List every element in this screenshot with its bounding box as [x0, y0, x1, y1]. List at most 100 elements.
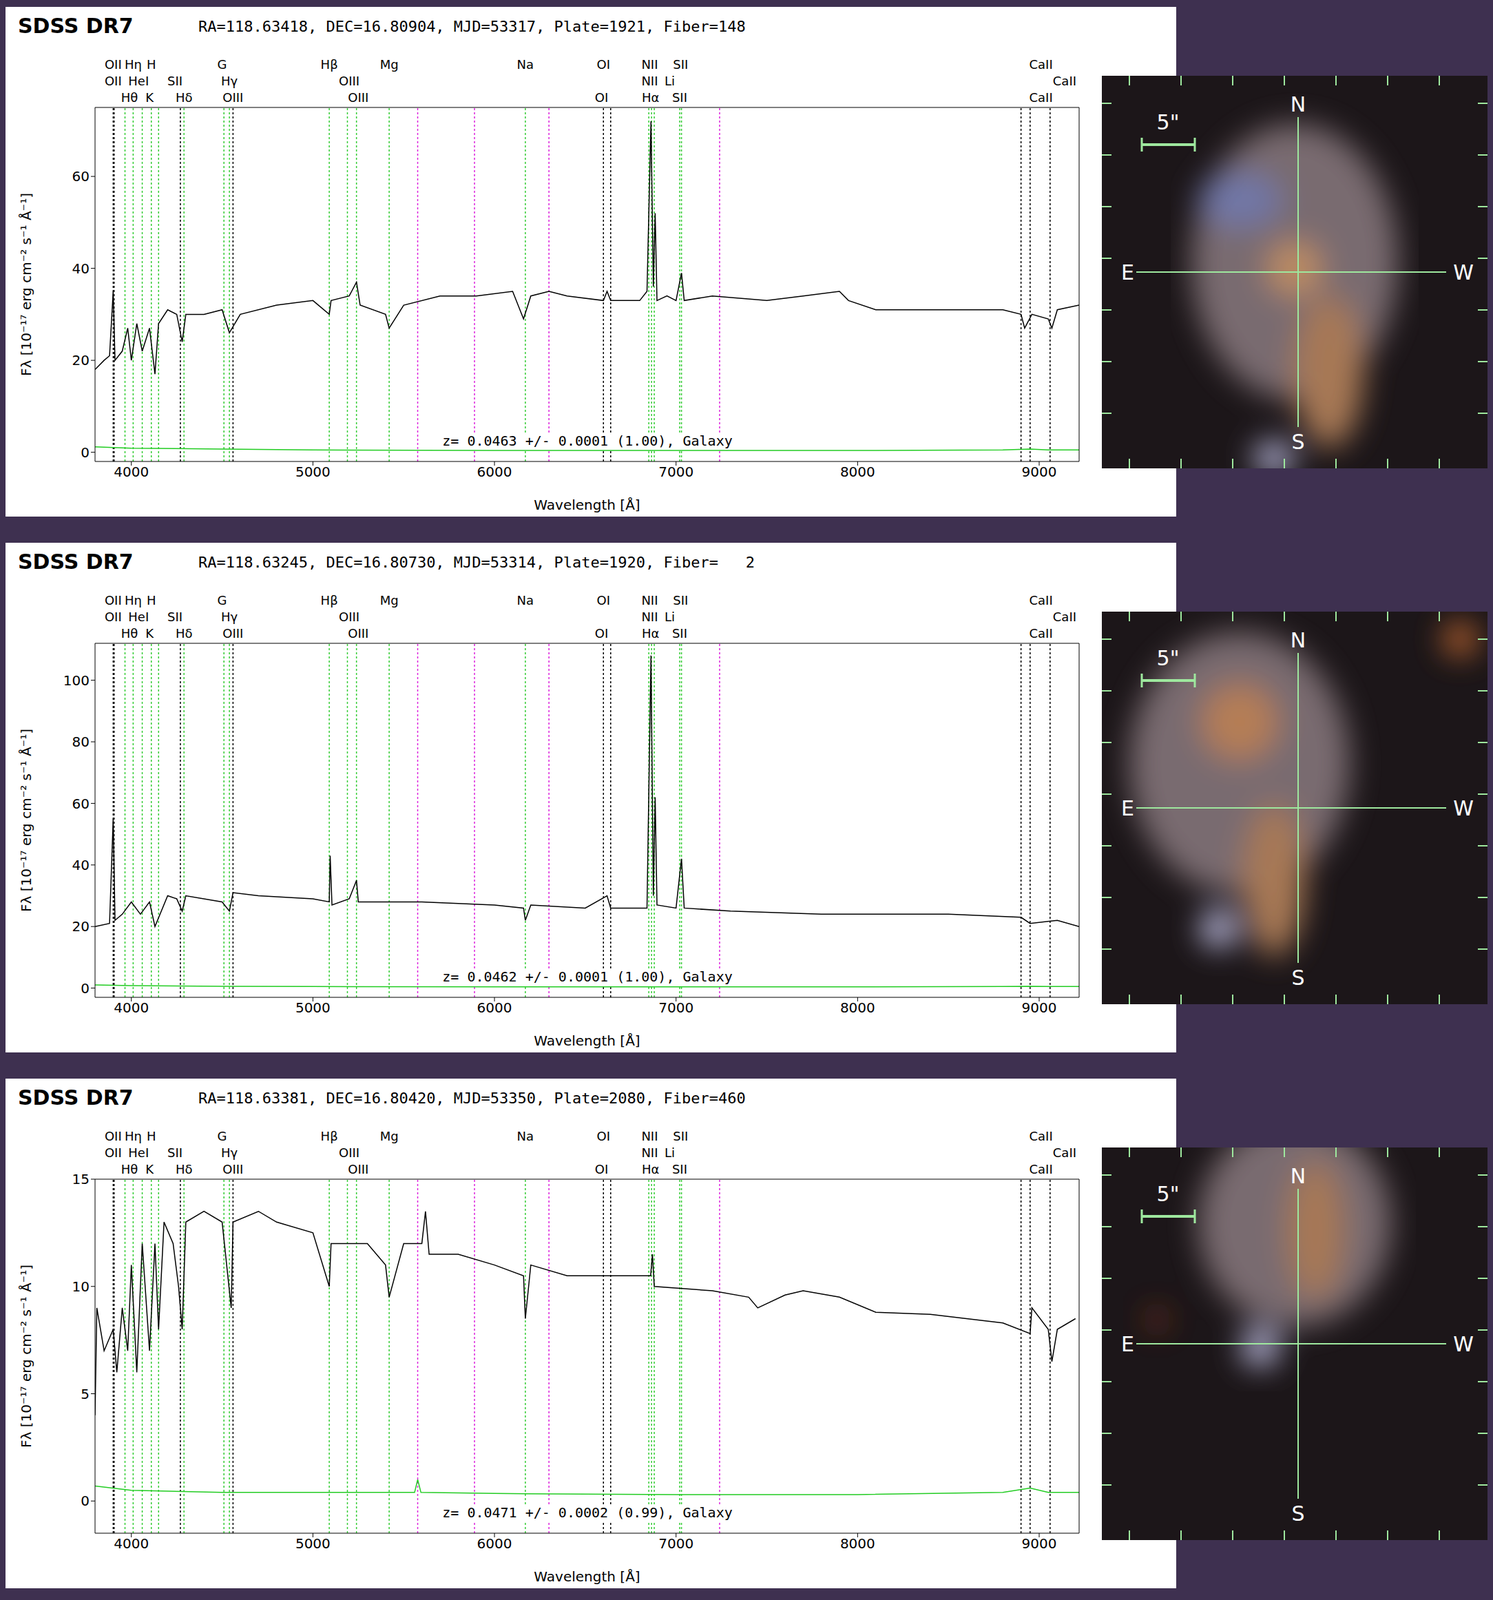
svg-text:Li: Li	[664, 73, 675, 89]
svg-text:OI: OI	[594, 625, 609, 641]
svg-text:5000: 5000	[295, 463, 331, 480]
svg-text:Hδ: Hδ	[175, 625, 193, 641]
svg-text:OII: OII	[104, 1145, 122, 1160]
svg-text:Hγ: Hγ	[221, 609, 239, 624]
svg-text:OIII: OIII	[338, 1145, 360, 1160]
svg-text:SII: SII	[167, 73, 183, 89]
svg-text:CaII: CaII	[1029, 1128, 1053, 1144]
svg-text:Hθ: Hθ	[121, 1161, 139, 1177]
svg-text:CaII: CaII	[1029, 592, 1053, 608]
svg-text:E: E	[1121, 260, 1135, 285]
svg-text:40: 40	[72, 856, 90, 874]
svg-text:S: S	[1291, 965, 1305, 990]
svg-text:H: H	[146, 592, 157, 608]
svg-text:SII: SII	[672, 57, 688, 72]
svg-text:Na: Na	[517, 592, 535, 608]
svg-text:0: 0	[80, 1492, 90, 1509]
svg-text:H: H	[146, 1128, 157, 1144]
svg-text:6000: 6000	[477, 1535, 513, 1552]
svg-text:40: 40	[72, 260, 90, 277]
svg-text:E: E	[1121, 1331, 1135, 1356]
svg-text:Wavelength [Å]: Wavelength [Å]	[533, 1032, 640, 1049]
svg-text:20: 20	[72, 917, 90, 935]
svg-text:Hδ: Hδ	[175, 1161, 193, 1177]
svg-text:SII: SII	[672, 90, 688, 105]
svg-text:N: N	[1290, 1163, 1306, 1188]
svg-text:8000: 8000	[840, 463, 876, 480]
svg-text:W: W	[1453, 796, 1474, 821]
svg-text:Mg: Mg	[380, 57, 399, 72]
svg-text:10: 10	[72, 1278, 90, 1295]
svg-text:Hα: Hα	[641, 90, 660, 105]
svg-text:NII: NII	[641, 609, 658, 624]
svg-text:OI: OI	[596, 1128, 610, 1144]
svg-text:OIII: OIII	[222, 625, 244, 641]
svg-text:OIII: OIII	[347, 1161, 369, 1177]
svg-text:20: 20	[72, 351, 90, 369]
svg-text:5000: 5000	[295, 1535, 331, 1552]
svg-text:Hδ: Hδ	[175, 90, 193, 105]
svg-text:OIII: OIII	[222, 90, 244, 105]
svg-text:K: K	[145, 1161, 155, 1177]
svg-text:Wavelength [Å]: Wavelength [Å]	[533, 496, 640, 514]
svg-text:Hγ: Hγ	[221, 73, 239, 89]
svg-text:OIII: OIII	[347, 625, 369, 641]
svg-text:60: 60	[72, 168, 90, 185]
svg-text:SII: SII	[167, 1145, 183, 1160]
svg-text:Hβ: Hβ	[320, 57, 339, 72]
svg-text:OII: OII	[104, 73, 122, 89]
svg-text:Hη: Hη	[124, 57, 142, 72]
svg-text:N: N	[1290, 628, 1306, 653]
svg-text:OII: OII	[104, 609, 122, 624]
svg-text:Li: Li	[664, 1145, 675, 1160]
svg-text:5": 5"	[1156, 110, 1180, 135]
svg-text:CaII: CaII	[1052, 609, 1077, 624]
svg-text:CaII: CaII	[1029, 90, 1053, 105]
svg-text:7000: 7000	[658, 463, 694, 480]
svg-text:G: G	[217, 1128, 228, 1144]
svg-text:9000: 9000	[1021, 1535, 1058, 1552]
svg-text:G: G	[217, 57, 228, 72]
svg-text:5": 5"	[1156, 645, 1180, 671]
svg-text:NII: NII	[641, 1145, 658, 1160]
svg-text:9000: 9000	[1021, 463, 1058, 480]
svg-text:N: N	[1290, 92, 1306, 117]
svg-text:Mg: Mg	[380, 1128, 399, 1144]
svg-text:OI: OI	[596, 57, 610, 72]
svg-text:SII: SII	[672, 1128, 688, 1144]
svg-text:8000: 8000	[840, 1535, 876, 1552]
svg-text:HeI: HeI	[128, 73, 149, 89]
svg-text:Na: Na	[517, 1128, 535, 1144]
svg-text:100: 100	[63, 672, 90, 689]
svg-text:4000: 4000	[113, 1535, 149, 1552]
svg-text:7000: 7000	[658, 999, 694, 1016]
svg-text:Fλ [10⁻¹⁷ erg cm⁻² s⁻¹ Å⁻¹]: Fλ [10⁻¹⁷ erg cm⁻² s⁻¹ Å⁻¹]	[17, 1264, 35, 1448]
svg-text:0: 0	[80, 444, 90, 461]
svg-text:E: E	[1121, 796, 1135, 821]
svg-text:OI: OI	[594, 1161, 609, 1177]
svg-text:OIII: OIII	[347, 90, 369, 105]
svg-text:CaII: CaII	[1052, 73, 1077, 89]
svg-text:Hη: Hη	[124, 1128, 142, 1144]
svg-text:NII: NII	[641, 57, 658, 72]
svg-text:Wavelength [Å]: Wavelength [Å]	[533, 1568, 640, 1585]
svg-text:7000: 7000	[658, 1535, 694, 1552]
svg-text:NII: NII	[641, 73, 658, 89]
svg-text:OIII: OIII	[338, 609, 360, 624]
svg-text:OII: OII	[104, 592, 122, 608]
svg-text:8000: 8000	[840, 999, 876, 1016]
svg-text:SII: SII	[672, 592, 688, 608]
svg-text:G: G	[217, 592, 228, 608]
svg-text:Mg: Mg	[380, 592, 399, 608]
svg-text:SII: SII	[672, 1161, 688, 1177]
svg-text:4000: 4000	[113, 999, 149, 1016]
svg-text:60: 60	[72, 795, 90, 812]
svg-text:OI: OI	[594, 90, 609, 105]
svg-text:OIII: OIII	[338, 73, 360, 89]
svg-text:CaII: CaII	[1052, 1145, 1077, 1160]
svg-text:Li: Li	[664, 609, 675, 624]
svg-text:Hθ: Hθ	[121, 625, 139, 641]
svg-text:NII: NII	[641, 592, 658, 608]
svg-text:SII: SII	[167, 609, 183, 624]
svg-text:OII: OII	[104, 57, 122, 72]
